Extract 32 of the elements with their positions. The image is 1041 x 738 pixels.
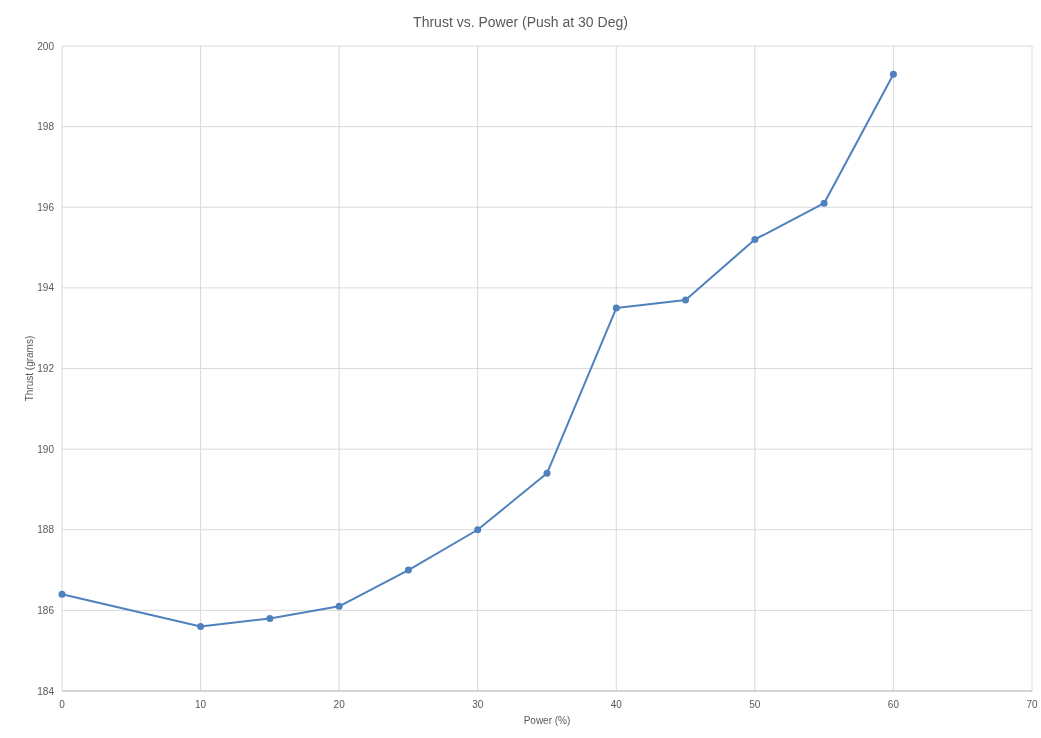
y-tick-label: 188: [37, 524, 55, 536]
point: [543, 469, 551, 477]
x-tick-label: 40: [610, 699, 623, 710]
point: [751, 236, 759, 243]
x-tick-label: 0: [59, 699, 66, 710]
y-tick-label: 194: [37, 282, 55, 294]
x-tick-label: 20: [333, 699, 346, 710]
point: [266, 614, 274, 622]
point: [889, 70, 897, 78]
point: [474, 526, 482, 534]
x-tick-label: 30: [472, 699, 484, 710]
y-tick-label: 196: [37, 201, 55, 213]
chart-title: Thrust vs. Power (Push at 30 Deg): [413, 14, 628, 30]
y-tick-label: 190: [37, 443, 55, 455]
y-tick-label: 198: [37, 121, 55, 133]
point: [682, 296, 690, 304]
point: [58, 590, 66, 598]
x-tick-label: 70: [1026, 699, 1038, 710]
x-tick-label: 50: [749, 699, 761, 710]
x-tick-label: 60: [887, 699, 900, 710]
y-tick-label: 186: [37, 604, 55, 616]
point: [820, 199, 828, 207]
point: [404, 566, 412, 574]
y-tick-label: 192: [37, 363, 55, 374]
y-axis-title: Thrust (grams): [24, 335, 35, 402]
y-tick-label: 184: [37, 685, 55, 697]
point: [612, 304, 620, 312]
y-tick-label: 200: [37, 40, 55, 52]
point: [197, 623, 205, 630]
x-axis-title: Power (%): [523, 715, 571, 726]
point: [335, 602, 343, 610]
x-tick-label: 10: [195, 699, 207, 710]
